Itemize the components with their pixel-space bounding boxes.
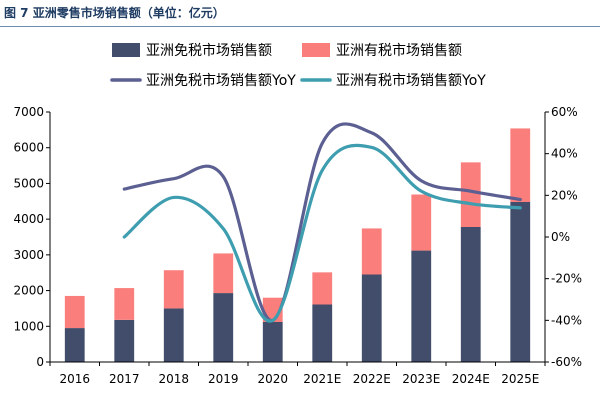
legend-label: 亚洲免税市场销售额YoY [146, 72, 296, 89]
duty-free-yoy-line [122, 122, 522, 322]
right-tick-label: -40% [551, 313, 582, 327]
duty-free-bar-2024e [460, 227, 481, 362]
duty-paid-bar-2025e [510, 128, 531, 202]
left-tick-label: 2000 [13, 284, 44, 298]
right-tick-label: -60% [551, 355, 582, 369]
duty-free-bar-2020 [262, 322, 283, 362]
duty-free-bar-2022e [361, 274, 382, 362]
legend-swatch [112, 43, 140, 57]
legend-label: 亚洲有税市场销售额 [336, 42, 462, 59]
left-tick-label: 1000 [13, 319, 44, 333]
bars [64, 128, 531, 362]
legend-label: 亚洲有税市场销售额YoY [336, 72, 486, 89]
legend-label: 亚洲免税市场销售额 [146, 42, 272, 59]
x-tick-label: 2025E [501, 372, 539, 386]
right-tick-label: 0% [551, 230, 570, 244]
duty-paid-bar-2018 [163, 270, 184, 309]
x-tick-label: 2018 [158, 372, 189, 386]
duty-free-bar-2016 [64, 328, 85, 362]
left-tick-label: 3000 [13, 248, 44, 262]
duty-free-bar-2019 [213, 293, 234, 362]
duty-paid-yoy-line [122, 143, 522, 323]
legend-item: 亚洲有税市场销售额 [302, 42, 462, 59]
right-tick-label: 40% [551, 147, 578, 161]
duty-paid-bar-2017 [114, 288, 135, 320]
legend-item: 亚洲免税市场销售额YoY [110, 72, 296, 89]
left-tick-label: 5000 [13, 176, 44, 190]
axes: 0 1000 2000 3000 4000 5000 6000 7000 -60% -40% -20… [13, 105, 582, 386]
duty-free-bar-2023e [411, 250, 432, 362]
duty-paid-bar-2023e [411, 194, 432, 251]
x-tick-label: 2023E [402, 372, 440, 386]
x-tick-label: 2016 [59, 372, 90, 386]
left-tick-label: 4000 [13, 212, 44, 226]
duty-paid-bar-2021e [312, 272, 333, 305]
duty-free-bar-2025e [510, 202, 531, 362]
x-tick-label: 2019 [208, 372, 239, 386]
duty-paid-bar-2022e [361, 228, 382, 275]
legend-item: 亚洲免税市场销售额 [112, 42, 272, 59]
x-tick-label: 2020 [257, 372, 288, 386]
left-tick-label: 7000 [13, 105, 44, 119]
x-tick-label: 2021E [303, 372, 341, 386]
lines [122, 122, 522, 323]
x-tick-label: 2017 [109, 372, 140, 386]
left-tick-label: 0 [36, 355, 44, 369]
duty-free-bar-2021e [312, 304, 333, 362]
duty-free-bar-2018 [163, 308, 184, 362]
duty-free-bar-2017 [114, 319, 135, 362]
duty-paid-bar-2016 [64, 295, 85, 329]
duty-paid-bar-2019 [213, 253, 234, 294]
x-tick-label: 2022E [353, 372, 391, 386]
title-divider [0, 26, 600, 27]
right-tick-label: 60% [551, 105, 578, 119]
left-tick-label: 6000 [13, 141, 44, 155]
legend-item: 亚洲有税市场销售额YoY [300, 72, 486, 89]
x-tick-label: 2024E [452, 372, 490, 386]
right-tick-label: -20% [551, 272, 582, 286]
duty-paid-bar-2024e [460, 162, 481, 227]
figure-title: 图 7 亚洲零售市场销售额（单位：亿元） [4, 6, 225, 20]
legend-swatch [302, 43, 330, 57]
right-tick-label: 20% [551, 188, 578, 202]
